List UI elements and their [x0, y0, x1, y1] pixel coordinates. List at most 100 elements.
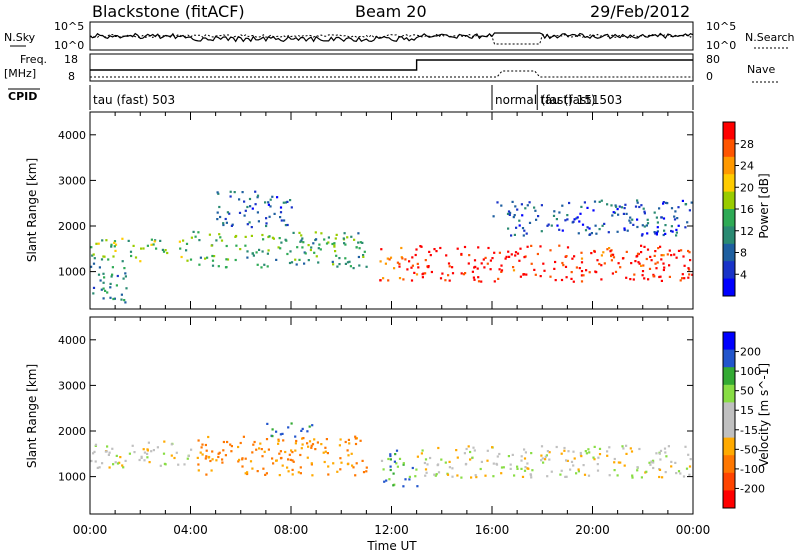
echo-cell [118, 461, 121, 464]
echo-cell [101, 462, 104, 465]
echo-cell [159, 239, 162, 242]
velocity-panel-frame [89, 316, 694, 515]
echo-cell [90, 246, 93, 249]
echo-cell [217, 192, 220, 195]
echo-cell [580, 205, 583, 208]
echo-cell [615, 205, 618, 208]
echo-cell [320, 443, 323, 446]
echo-cell [687, 276, 690, 279]
echo-cell [473, 259, 477, 262]
echo-cell [464, 272, 467, 275]
echo-cell [424, 259, 427, 262]
echo-cell [124, 459, 127, 462]
echo-cell [670, 254, 673, 257]
y-tick-label: 1000 [58, 471, 86, 484]
echo-cell [616, 208, 619, 211]
colorbar-swatch [723, 156, 735, 175]
echo-cell [484, 256, 487, 259]
echo-cell [659, 245, 662, 248]
echo-cell [97, 273, 101, 276]
echo-cell [660, 258, 663, 261]
echo-cell [244, 472, 247, 475]
echo-cell [109, 282, 112, 285]
echo-cell [549, 275, 552, 278]
echo-cell [555, 218, 558, 221]
echo-cell [300, 234, 303, 237]
echo-cell [140, 456, 143, 459]
echo-cell [629, 221, 632, 224]
echo-cell [115, 284, 118, 287]
echo-cell [593, 200, 597, 203]
colorbar-tick-label: 50 [740, 385, 754, 398]
echo-cell [504, 257, 507, 260]
echo-cell [493, 251, 496, 254]
freq-right-bottom-tick: 0 [706, 70, 713, 83]
colorbar-tick-label: -100 [740, 463, 765, 476]
echo-cell [304, 252, 307, 255]
echo-cell [623, 228, 626, 232]
echo-cell [473, 278, 476, 281]
echo-cell [410, 279, 414, 282]
echo-cell [673, 215, 676, 218]
echo-cell [596, 259, 599, 262]
echo-cell [152, 243, 155, 246]
echo-cell [612, 256, 616, 259]
echo-cell [125, 287, 128, 290]
echo-cell [346, 463, 349, 466]
echo-cell [507, 250, 510, 253]
echo-cell [389, 465, 392, 468]
echo-cell [611, 214, 614, 217]
echo-cell [235, 244, 238, 247]
beam-title: Beam 20 [355, 2, 427, 21]
time-tick-label: 00:00 [73, 523, 108, 537]
echo-cell [500, 472, 503, 475]
echo-cell [664, 232, 667, 235]
echo-cell [489, 268, 492, 271]
echo-cell [217, 455, 220, 459]
echo-cell [625, 452, 628, 455]
echo-cell [142, 247, 145, 250]
echo-cell [290, 422, 293, 425]
echo-cell [286, 200, 289, 203]
echo-cell [317, 261, 320, 264]
echo-cell [625, 212, 628, 215]
echo-cell [492, 462, 495, 465]
echo-cell [90, 459, 93, 463]
echo-cell [511, 200, 514, 203]
echo-cell [235, 234, 238, 238]
echo-cell [513, 214, 516, 217]
echo-cell [645, 224, 648, 227]
echo-cell [569, 468, 572, 471]
echo-cell [173, 456, 176, 460]
echo-cell [608, 247, 611, 250]
echo-cell [311, 443, 315, 446]
echo-cell [650, 259, 653, 262]
echo-cell [617, 262, 620, 265]
echo-cell [548, 451, 551, 454]
echo-cell [387, 457, 390, 461]
echo-cell [279, 450, 282, 453]
echo-cell [529, 474, 533, 477]
echo-cell [611, 272, 614, 275]
echo-cell [613, 461, 616, 464]
echo-cell [114, 243, 118, 246]
echo-cell [486, 262, 489, 265]
echo-cell [601, 224, 604, 227]
echo-cell [205, 455, 208, 458]
echo-cell [677, 470, 681, 473]
echo-cell [237, 460, 240, 463]
echo-cell [230, 445, 233, 448]
echo-cell [646, 222, 650, 225]
echo-cell [226, 211, 229, 214]
echo-cell [640, 264, 643, 267]
echo-cell [352, 267, 355, 270]
echo-cell [541, 457, 544, 460]
echo-cell [327, 465, 330, 468]
echo-cell [400, 246, 403, 250]
echo-cell [340, 461, 343, 464]
echo-cell [355, 246, 358, 249]
echo-cell [100, 288, 103, 291]
echo-cell [510, 253, 513, 256]
echo-cell [580, 257, 584, 260]
echo-cell [268, 235, 271, 238]
